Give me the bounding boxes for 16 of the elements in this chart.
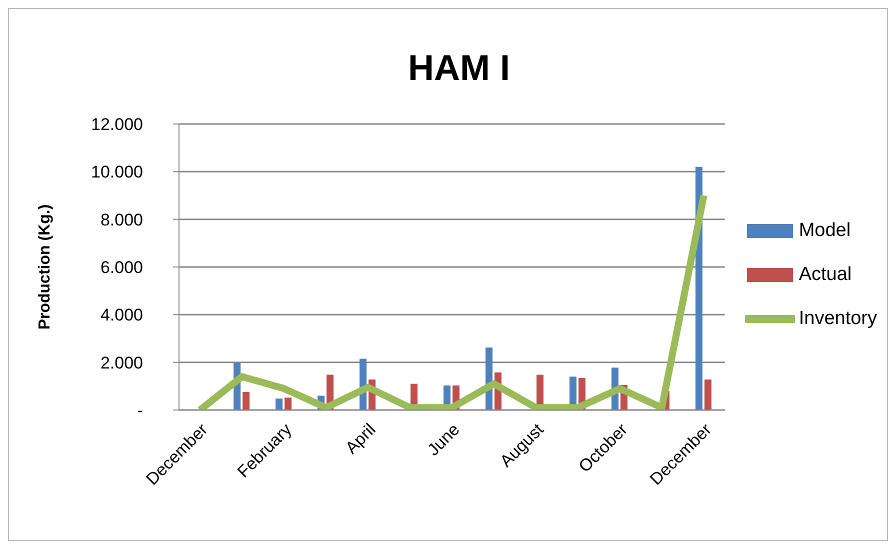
y-axis-title: Production (Kg.): [36, 204, 54, 330]
bar: [284, 398, 292, 410]
y-tick-label: 6.000: [100, 258, 143, 278]
legend-label: Model: [798, 220, 851, 242]
y-tick-label: 2.000: [100, 353, 143, 372]
chart-title: HAM I: [407, 47, 511, 89]
y-tick-label: -: [137, 401, 143, 420]
legend-label: Actual: [798, 264, 852, 286]
bar: [242, 392, 250, 410]
y-tick-label: 10.000: [91, 162, 143, 182]
y-tick-label: 12.000: [91, 115, 143, 134]
legend-label: Inventory: [798, 308, 877, 330]
bar: [704, 379, 712, 410]
y-tick-label: 4.000: [100, 306, 143, 325]
bar: [276, 398, 283, 410]
y-tick-label: 8.000: [100, 210, 143, 230]
